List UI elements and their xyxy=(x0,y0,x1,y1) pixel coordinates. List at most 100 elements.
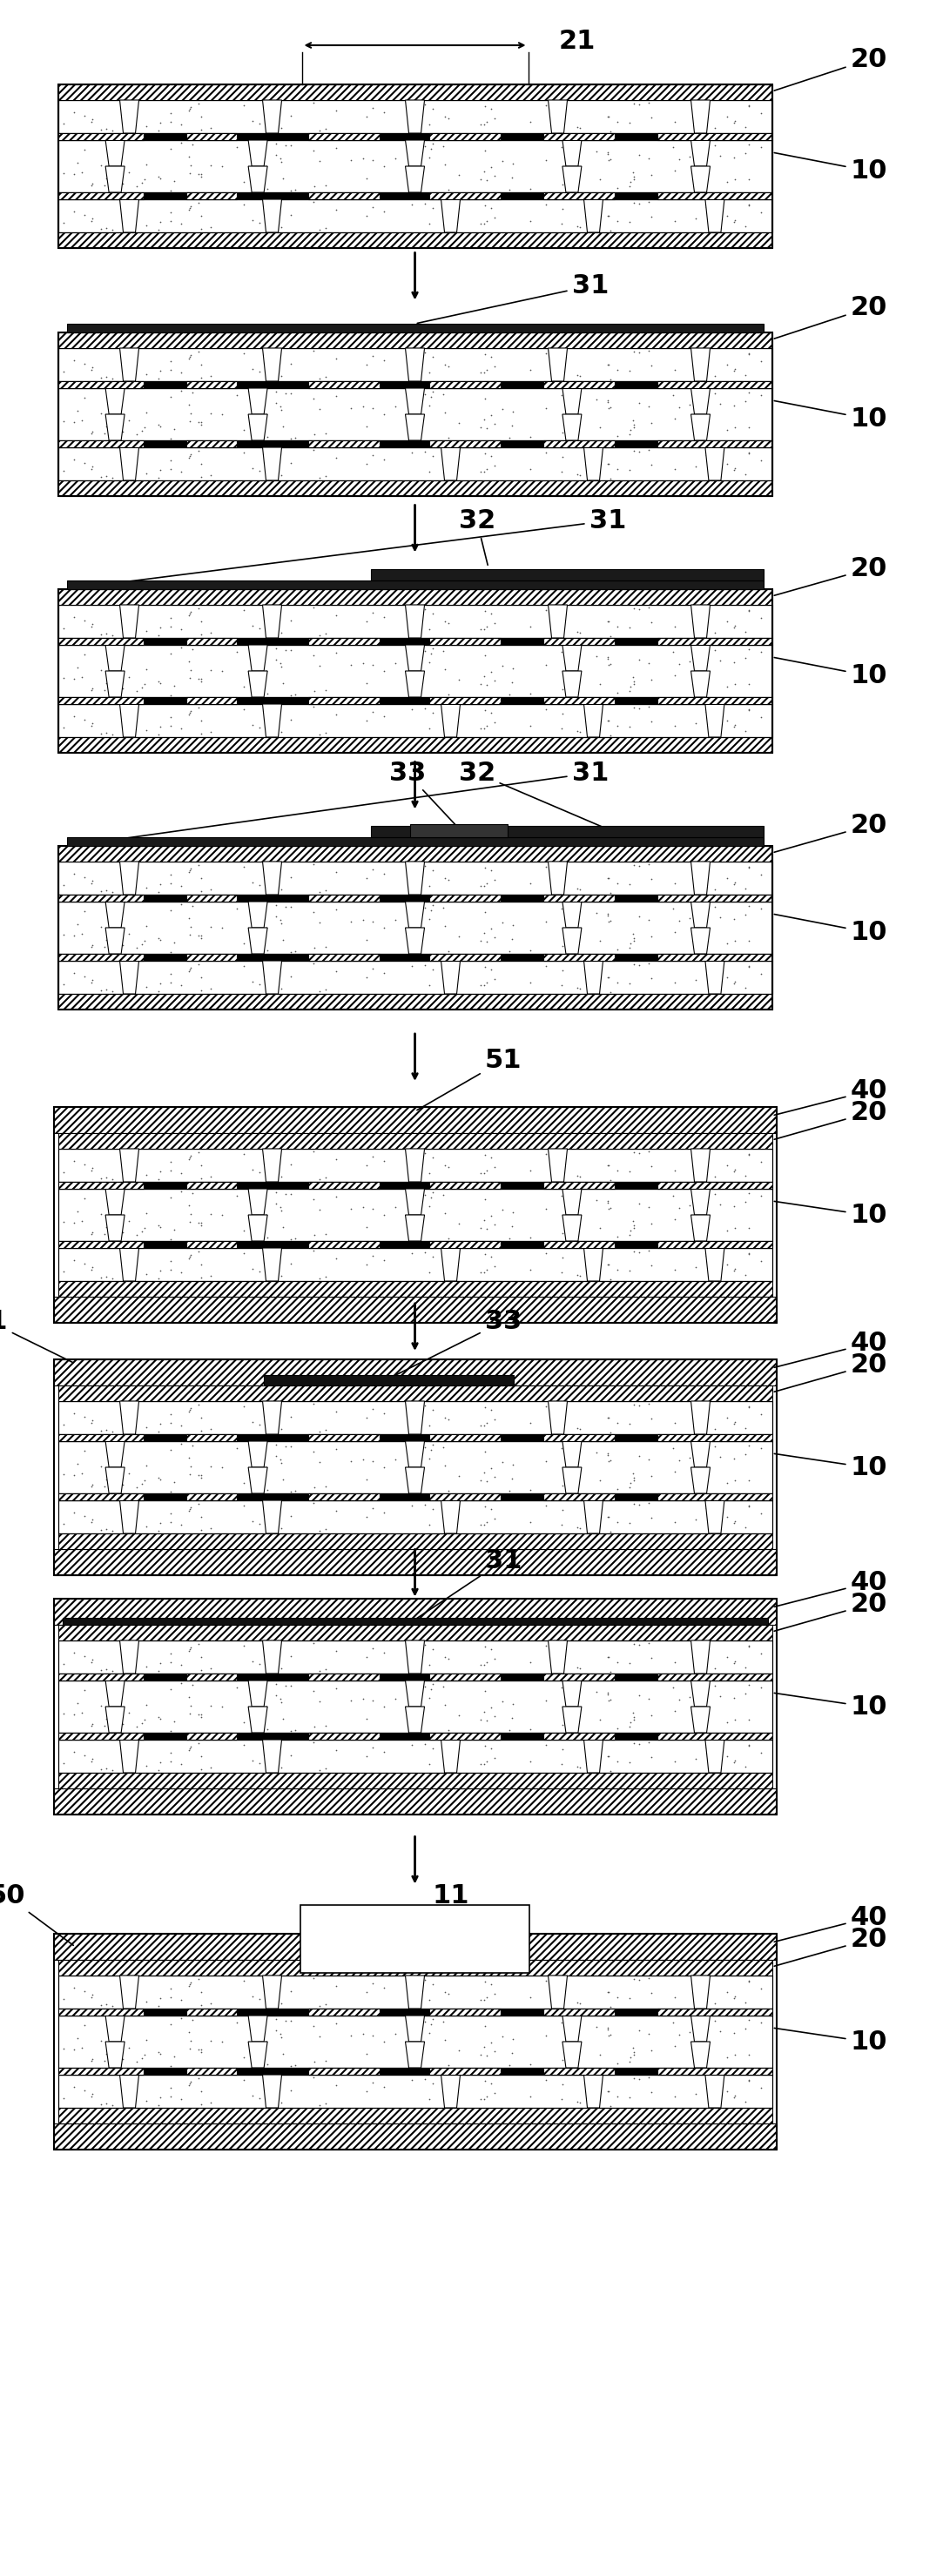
Point xyxy=(643,1146,658,1188)
Bar xyxy=(54,1296,776,1324)
Point xyxy=(163,1633,178,1674)
Polygon shape xyxy=(405,1216,424,1242)
Point xyxy=(728,1499,743,1540)
Point xyxy=(440,98,455,139)
Point xyxy=(626,1200,641,1242)
Polygon shape xyxy=(562,139,582,167)
Point xyxy=(97,1466,112,1507)
Point xyxy=(122,598,137,639)
Point xyxy=(122,93,137,134)
Point xyxy=(181,1965,196,2007)
Bar xyxy=(58,1401,772,1435)
Point xyxy=(365,1188,380,1229)
Point xyxy=(626,1131,641,1172)
Point xyxy=(738,1981,753,2022)
Point xyxy=(67,1394,82,1435)
Point xyxy=(440,1218,455,1260)
Point xyxy=(115,348,130,389)
Point xyxy=(687,2074,703,2115)
Polygon shape xyxy=(562,1440,582,1468)
Polygon shape xyxy=(262,1739,282,1772)
Point xyxy=(181,90,196,131)
Point xyxy=(135,1463,150,1504)
Point xyxy=(139,2020,154,2061)
Point xyxy=(632,1723,647,1765)
Point xyxy=(438,1193,453,1234)
Point xyxy=(193,1695,208,1736)
Point xyxy=(753,193,769,234)
Point xyxy=(440,930,455,971)
Point xyxy=(139,611,154,652)
Point xyxy=(683,1185,698,1226)
Text: 10: 10 xyxy=(774,1453,887,1481)
Point xyxy=(600,345,615,386)
Point xyxy=(139,204,154,245)
Point xyxy=(418,1484,433,1525)
Point xyxy=(98,1458,113,1499)
Point xyxy=(522,1641,538,1682)
Point xyxy=(182,1963,197,2004)
Point xyxy=(122,1731,137,1772)
Point xyxy=(152,863,167,904)
Point xyxy=(741,185,756,227)
Point xyxy=(184,1726,199,1767)
Bar xyxy=(187,1674,237,1680)
Point xyxy=(610,1502,625,1543)
Point xyxy=(174,1404,189,1445)
Point xyxy=(193,358,208,399)
Point xyxy=(283,600,298,641)
Point xyxy=(671,386,687,428)
Point xyxy=(423,891,438,933)
Point xyxy=(600,858,615,899)
Point xyxy=(182,435,197,477)
Point xyxy=(85,958,100,999)
Point xyxy=(473,866,488,907)
Text: 20: 20 xyxy=(774,46,887,90)
Point xyxy=(626,917,641,958)
Point xyxy=(668,100,683,142)
Point xyxy=(600,381,615,422)
Point xyxy=(741,1133,756,1175)
Polygon shape xyxy=(584,703,603,737)
Point xyxy=(720,956,735,997)
Point xyxy=(259,1216,274,1257)
Point xyxy=(129,1466,144,1507)
Point xyxy=(163,1502,178,1543)
Point xyxy=(707,108,722,149)
Point xyxy=(422,2012,437,2053)
Point xyxy=(522,1708,538,1749)
Point xyxy=(181,1139,196,1180)
Point xyxy=(484,948,499,989)
Point xyxy=(236,922,251,963)
Point xyxy=(600,1432,615,1473)
Point xyxy=(135,1211,150,1252)
Polygon shape xyxy=(562,415,582,440)
Point xyxy=(376,1968,391,2009)
Point xyxy=(191,1455,207,1497)
Point xyxy=(203,907,218,948)
Point xyxy=(728,1401,743,1443)
Point xyxy=(181,1489,196,1530)
Point xyxy=(603,2014,618,2056)
Polygon shape xyxy=(562,2043,582,2069)
Point xyxy=(425,435,440,477)
Point xyxy=(252,1643,267,1685)
Bar xyxy=(54,1788,776,1814)
Point xyxy=(438,1445,453,1486)
Bar xyxy=(58,440,143,448)
Point xyxy=(85,1973,100,2014)
Bar xyxy=(58,590,772,605)
Point xyxy=(85,667,100,708)
Point xyxy=(359,920,374,961)
Point xyxy=(572,2081,587,2123)
Point xyxy=(105,2084,120,2125)
Point xyxy=(440,603,455,644)
Point xyxy=(105,1667,120,1708)
Point xyxy=(707,355,722,397)
Point xyxy=(365,1726,380,1767)
Polygon shape xyxy=(691,2043,710,2069)
Point xyxy=(728,920,743,961)
Point xyxy=(487,1399,502,1440)
Point xyxy=(571,206,586,247)
Point xyxy=(423,2004,438,2045)
